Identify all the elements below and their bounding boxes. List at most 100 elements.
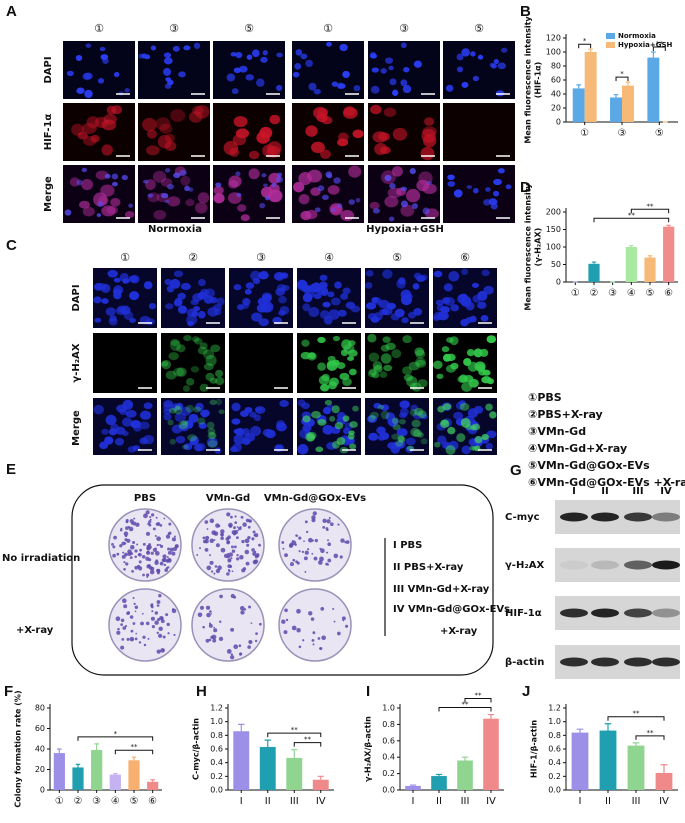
colony — [167, 547, 171, 551]
colony — [162, 557, 167, 563]
colony — [211, 634, 217, 640]
colony — [134, 565, 139, 570]
x-tick-label: ④ — [111, 796, 120, 807]
band — [652, 560, 680, 570]
colony — [204, 520, 209, 524]
bar — [610, 97, 622, 122]
colony — [298, 645, 302, 649]
cell — [194, 105, 210, 119]
cell — [248, 150, 260, 160]
colony — [123, 604, 128, 609]
cell — [348, 430, 355, 435]
panel-label: F — [4, 683, 13, 700]
cell — [311, 141, 325, 154]
panel-label: E — [6, 461, 16, 478]
row-label: HIF-1α — [43, 114, 54, 151]
cell — [242, 438, 251, 446]
band — [652, 657, 680, 667]
colony — [123, 531, 129, 536]
error-bar — [613, 94, 619, 98]
cell — [372, 361, 383, 370]
colony — [217, 565, 222, 570]
y-axis-label: Mean fluorescence intensity — [524, 183, 533, 311]
colony — [165, 613, 169, 617]
cell — [420, 438, 428, 445]
colony — [333, 620, 336, 623]
significance-label: ** — [475, 692, 483, 700]
cell — [161, 361, 169, 367]
cell — [160, 192, 169, 199]
legend-entry: IV VMn-Gd@GOx-EVs — [393, 604, 510, 615]
band — [591, 560, 619, 570]
bar — [53, 753, 65, 790]
colony — [217, 524, 221, 528]
colony — [202, 536, 206, 540]
error-bar — [409, 784, 417, 786]
significance-label: * — [114, 730, 118, 738]
colony — [162, 635, 166, 639]
colony — [167, 532, 171, 535]
cell — [191, 310, 199, 317]
cell — [409, 168, 416, 175]
bar — [259, 746, 276, 790]
cell — [110, 197, 121, 207]
cell — [409, 408, 418, 416]
colony — [226, 540, 230, 545]
cell — [477, 301, 487, 309]
significance-bracket — [293, 742, 322, 747]
cell — [392, 89, 399, 96]
column-label: ③ — [169, 22, 179, 35]
panel-label: D — [520, 179, 531, 196]
cell — [263, 183, 268, 187]
cell — [391, 417, 399, 425]
colony — [124, 538, 128, 542]
y-tick-label: 0.8 — [210, 731, 223, 740]
cell — [253, 414, 261, 422]
colony — [209, 518, 215, 524]
cell — [167, 419, 174, 426]
dish — [278, 588, 352, 662]
significance-bracket — [630, 208, 670, 214]
cell — [457, 375, 468, 384]
cell — [105, 414, 117, 426]
cell — [338, 132, 349, 142]
cell — [355, 197, 361, 203]
cell — [317, 185, 325, 192]
colony — [311, 552, 314, 555]
cell — [377, 434, 385, 441]
y-tick-label: 0 — [40, 786, 45, 795]
y-tick-label: 60 — [551, 76, 561, 85]
cell — [434, 441, 441, 448]
colony — [333, 553, 339, 559]
lane-label: IV — [660, 486, 672, 497]
cell — [240, 410, 249, 417]
cell — [258, 271, 269, 280]
cell — [155, 117, 171, 131]
cell — [300, 53, 308, 60]
cell — [174, 412, 186, 422]
colony — [130, 522, 133, 525]
colony — [129, 556, 133, 560]
colony — [306, 530, 309, 534]
colony — [150, 551, 154, 555]
column-label: PBS — [134, 493, 156, 504]
cell — [352, 405, 359, 412]
cell — [449, 336, 459, 346]
cell — [414, 347, 425, 357]
cell — [97, 201, 104, 208]
cell — [479, 348, 489, 357]
cell — [231, 88, 239, 95]
cell — [235, 51, 243, 59]
y-tick-label: 0 — [556, 278, 561, 287]
cell — [122, 399, 134, 411]
cell — [274, 444, 283, 452]
x-tick-label: ③ — [92, 796, 101, 807]
cell — [465, 301, 475, 311]
cell — [113, 277, 121, 283]
row-label: Merge — [43, 176, 54, 212]
cell — [206, 421, 215, 430]
cell — [185, 404, 195, 413]
cell — [122, 278, 130, 284]
cell — [197, 310, 206, 319]
column-label: ③ — [399, 22, 409, 35]
